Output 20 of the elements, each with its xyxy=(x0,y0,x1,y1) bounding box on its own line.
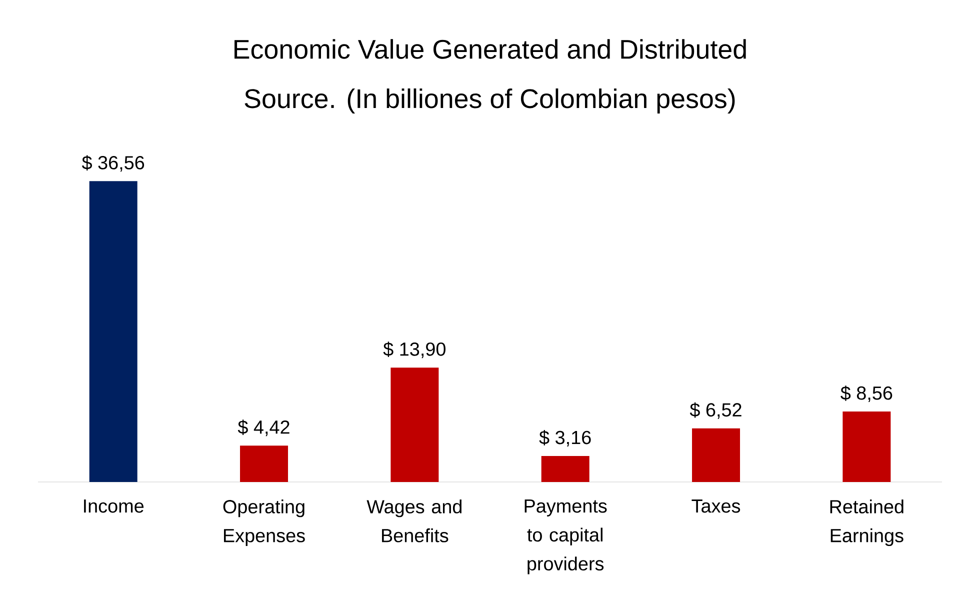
data-label: $ 8,56 xyxy=(840,386,892,402)
data-label: $ 13,90 xyxy=(383,342,446,358)
bar xyxy=(541,456,590,482)
bar xyxy=(240,446,288,482)
x-tick-label: Taxes xyxy=(692,500,740,513)
x-tick-label: Income xyxy=(84,500,144,513)
x-tick-label: Payments to capital providers xyxy=(524,500,607,574)
chart-title: Economic Value Generated and Distributed xyxy=(234,39,746,59)
data-label: $ 3,16 xyxy=(539,430,591,446)
x-tick-label: Operating Expenses xyxy=(223,500,305,546)
data-label: $ 4,42 xyxy=(238,420,290,436)
bar xyxy=(842,412,891,482)
data-label: $ 6,52 xyxy=(690,402,742,419)
bar xyxy=(89,181,138,482)
chart-subtitle: Source. (In billiones of Colombian pesos) xyxy=(244,88,735,114)
data-label: $ 36,56 xyxy=(82,155,144,172)
bar xyxy=(390,368,439,482)
x-tick-label: Retained Earnings xyxy=(830,500,904,546)
x-tick-label: Wages and Benefits xyxy=(366,500,462,542)
bar xyxy=(692,428,740,482)
